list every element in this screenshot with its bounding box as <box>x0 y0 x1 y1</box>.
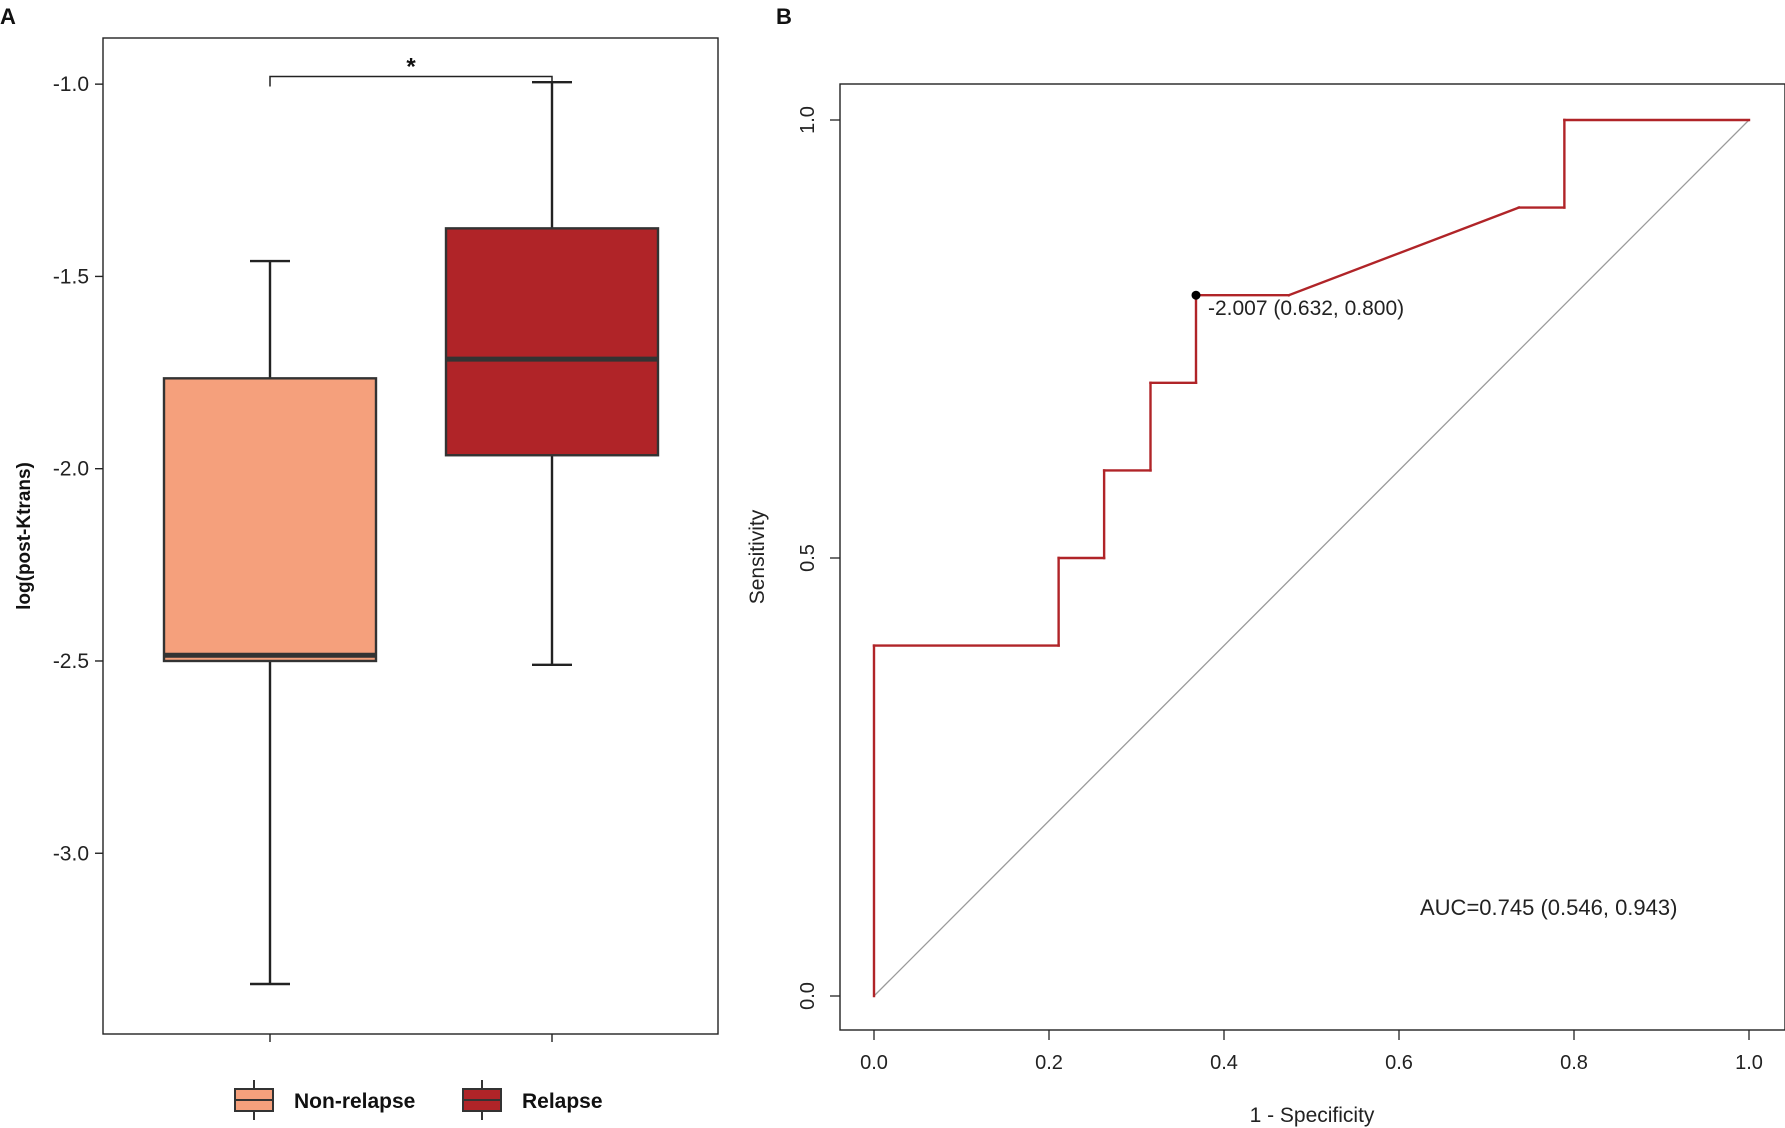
y-tick-label: 0.0 <box>797 982 819 1010</box>
legend-label-non-relapse: Non-relapse <box>294 1090 415 1113</box>
significance-bracket: * <box>269 53 553 87</box>
panel-b-y-axis: 0.0 0.5 1.0 <box>797 106 840 1010</box>
roc-curve <box>872 118 1751 998</box>
panel-b-frame <box>839 83 1785 1031</box>
auc-label: AUC=0.745 (0.546, 0.943) <box>1420 895 1677 920</box>
panel-b-x-axis: 0.0 0.2 0.4 0.6 0.8 1.0 <box>860 1030 1763 1074</box>
x-tick-label: 0.4 <box>1210 1052 1238 1074</box>
panel-a-y-axis: -1.0 -1.5 -2.0 -2.5 -3.0 <box>53 73 553 1042</box>
legend-item-non-relapse[interactable]: Non-relapse <box>234 1080 415 1120</box>
box-relapse[interactable] <box>444 81 660 667</box>
panel-a-legend: Non-relapse Relapse <box>234 1080 603 1120</box>
roc-segment <box>1287 206 1521 297</box>
legend-label-relapse: Relapse <box>522 1090 603 1113</box>
panel-b-y-axis-label: Sensitivity <box>746 509 769 604</box>
x-tick-label: 0.8 <box>1560 1052 1588 1074</box>
panel-b-x-axis-label: 1 - Specificity <box>1250 1104 1375 1127</box>
panel-label-b: B <box>776 4 792 29</box>
y-tick-label: 0.5 <box>797 544 819 572</box>
panel-a: A -1.0-1.5-2.0-2.5-3.0 log(post-Ktrans) … <box>0 4 719 1120</box>
y-tick-label: -2.0 <box>53 458 89 481</box>
box-iqr <box>444 227 660 457</box>
panel-a-y-axis-label: log(post-Ktrans) <box>14 462 35 610</box>
panel-a-boxes <box>162 81 660 986</box>
y-tick-label: -2.5 <box>53 650 89 673</box>
y-tick-label: -3.0 <box>53 842 89 865</box>
cutoff-point <box>1191 290 1201 300</box>
y-tick-label: -1.0 <box>53 73 89 96</box>
x-tick-label: 0.0 <box>860 1052 888 1074</box>
significance-bracket-line <box>269 75 553 87</box>
panel-label-a: A <box>0 4 16 29</box>
x-tick-label: 0.6 <box>1385 1052 1413 1074</box>
box-non-relapse[interactable] <box>162 259 378 986</box>
legend-item-relapse[interactable]: Relapse <box>462 1080 603 1120</box>
reference-diagonal-line <box>873 119 1750 997</box>
x-tick-label: 1.0 <box>1735 1052 1763 1074</box>
x-tick-label: 0.2 <box>1035 1052 1063 1074</box>
significance-star: * <box>406 53 416 80</box>
y-tick-label: -1.5 <box>53 265 89 288</box>
panel-a-frame <box>102 37 719 1035</box>
panel-b: B 0.0 0.2 0.4 0.6 0.8 1.0 0.0 0.5 1.0 1 - Speci… <box>746 4 1785 1127</box>
y-tick-label: 1.0 <box>797 106 819 134</box>
cutoff-label: -2.007 (0.632, 0.800) <box>1208 297 1404 320</box>
box-iqr <box>162 377 378 663</box>
